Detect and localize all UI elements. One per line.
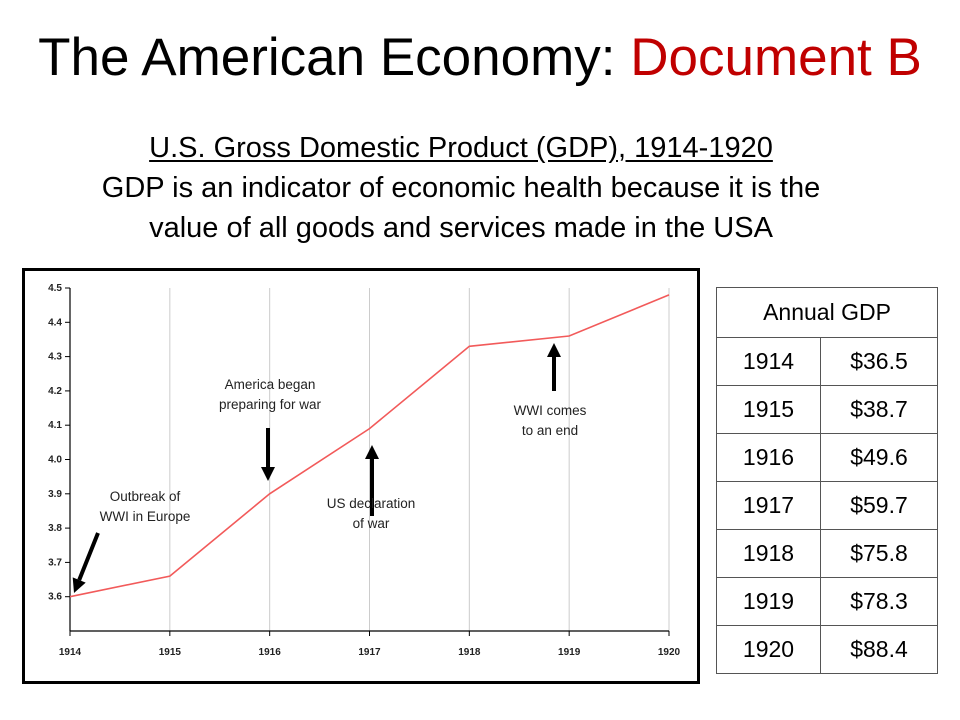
slide-subtitle: U.S. Gross Domestic Product (GDP), 1914-… [0, 128, 922, 248]
table-cell-year: 1920 [716, 625, 821, 674]
annotation-outbreak: Outbreak of WWI in Europe [75, 487, 215, 527]
series-line-gdp [69, 294, 670, 598]
table-cell-year: 1915 [716, 385, 821, 434]
y-tick-label: 4.5 [48, 283, 62, 294]
annotation-preparing: America began preparing for war [190, 375, 350, 415]
table-cell-year: 1917 [716, 481, 821, 530]
table-header: Annual GDP [716, 287, 938, 338]
x-tick-label: 1918 [458, 647, 481, 658]
table-cell-year: 1916 [716, 433, 821, 482]
table-cell-value: $49.6 [820, 433, 938, 482]
description-line-2: value of all goods and services made in … [149, 212, 773, 244]
annotation-declaration-line1: US declaration [326, 496, 416, 511]
table-cell-year: 1914 [716, 337, 821, 386]
table-cell-value: $59.7 [820, 481, 938, 530]
x-tick-label: 1919 [558, 647, 581, 658]
x-tick-label: 1914 [59, 647, 82, 658]
table-cell-value: $75.8 [820, 529, 938, 578]
annotation-preparing-line1: America began [224, 377, 316, 392]
annotation-war-end: WWI comes to an end [485, 401, 615, 441]
y-tick-label: 3.7 [48, 557, 62, 568]
table-row: 1914 $36.5 [716, 337, 938, 386]
y-tick-label: 4.0 [48, 455, 62, 466]
x-tick-label: 1916 [259, 647, 282, 658]
title-main: The American Economy: [38, 28, 631, 87]
annotation-outbreak-line2: WWI in Europe [99, 509, 191, 524]
title-accent: Document B [630, 28, 922, 87]
y-tick-label: 4.4 [48, 317, 62, 328]
table-cell-value: $88.4 [820, 625, 938, 674]
y-tick-label: 4.2 [48, 386, 62, 397]
annotation-declaration: US declaration of war [301, 494, 441, 534]
table-row: 1920 $88.4 [716, 625, 938, 674]
table-cell-year: 1918 [716, 529, 821, 578]
description-line-1: GDP is an indicator of economic health b… [101, 172, 821, 204]
x-tick-label: 1920 [658, 647, 681, 658]
x-tick-label: 1915 [159, 647, 182, 658]
y-tick-label: 3.6 [48, 592, 62, 603]
y-tick-label: 4.1 [48, 420, 62, 431]
annotation-war-end-line1: WWI comes [513, 403, 587, 418]
table-row: 1916 $49.6 [716, 433, 938, 482]
y-tick-label: 3.8 [48, 523, 62, 534]
y-tick-label: 3.9 [48, 489, 62, 500]
annotation-war-end-line2: to an end [521, 423, 579, 438]
table-cell-value: $36.5 [820, 337, 938, 386]
y-tick-label: 4.3 [48, 352, 62, 363]
table-row: 1918 $75.8 [716, 529, 938, 578]
arrow-declaration [365, 445, 379, 516]
arrow-outbreak [72, 532, 100, 593]
annual-gdp-table: Annual GDP 1914 $36.5 1915 $38.7 1916 $49.6… [716, 287, 938, 674]
annotation-preparing-line2: preparing for war [218, 397, 322, 412]
slide-title: The American Economy: Document B [0, 26, 960, 90]
table-row: 1915 $38.7 [716, 385, 938, 434]
table-cell-value: $38.7 [820, 385, 938, 434]
chart-heading: U.S. Gross Domestic Product (GDP), 1914-… [149, 132, 773, 164]
annotation-outbreak-line1: Outbreak of [109, 489, 181, 504]
arrow-war-end [547, 343, 561, 391]
table-row: 1917 $59.7 [716, 481, 938, 530]
arrow-preparing [261, 428, 275, 481]
gdp-line-chart: 1914 1915 1916 1917 1918 1919 1920 3.6 3.7 3.8 3.9… [22, 268, 700, 684]
table-row: 1919 $78.3 [716, 577, 938, 626]
table-cell-value: $78.3 [820, 577, 938, 626]
table-cell-year: 1919 [716, 577, 821, 626]
x-tick-label: 1917 [358, 647, 381, 658]
chart-svg: 1914 1915 1916 1917 1918 1919 1920 3.6 3.7 3.8 3.9… [48, 283, 681, 658]
annotation-declaration-line2: of war [352, 516, 390, 531]
table-header-row: Annual GDP [716, 287, 938, 338]
